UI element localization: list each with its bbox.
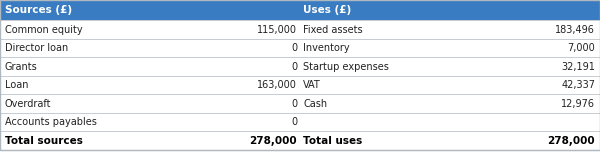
Text: Sources (£): Sources (£) [5, 5, 72, 15]
Text: Cash: Cash [303, 99, 327, 109]
Text: VAT: VAT [303, 80, 321, 90]
Text: Accounts payables: Accounts payables [5, 117, 97, 127]
Text: 115,000: 115,000 [257, 25, 297, 35]
Text: 278,000: 278,000 [250, 136, 297, 146]
Bar [0, 76, 600, 94]
Bar [0, 39, 600, 57]
Text: Total sources: Total sources [5, 136, 83, 146]
Bar [0, 131, 600, 150]
Text: Uses (£): Uses (£) [303, 5, 351, 15]
Text: 278,000: 278,000 [548, 136, 595, 146]
Text: 42,337: 42,337 [561, 80, 595, 90]
Bar [0, 20, 600, 39]
Text: Loan: Loan [5, 80, 28, 90]
Text: Total uses: Total uses [303, 136, 362, 146]
Text: 0: 0 [291, 43, 297, 53]
Text: 183,496: 183,496 [556, 25, 595, 35]
Text: Grants: Grants [5, 62, 38, 72]
Text: 12,976: 12,976 [561, 99, 595, 109]
Text: Overdraft: Overdraft [5, 99, 52, 109]
Text: Director loan: Director loan [5, 43, 68, 53]
Text: Fixed assets: Fixed assets [303, 25, 362, 35]
Text: 0: 0 [291, 62, 297, 72]
Bar [0, 0, 600, 20]
Bar [0, 94, 600, 113]
Bar [0, 57, 600, 76]
Text: 0: 0 [291, 117, 297, 127]
Text: 0: 0 [291, 99, 297, 109]
Text: Inventory: Inventory [303, 43, 350, 53]
Text: Common equity: Common equity [5, 25, 82, 35]
Text: 163,000: 163,000 [257, 80, 297, 90]
Text: Startup expenses: Startup expenses [303, 62, 389, 72]
Bar [0, 113, 600, 131]
Text: 32,191: 32,191 [562, 62, 595, 72]
Text: 7,000: 7,000 [568, 43, 595, 53]
